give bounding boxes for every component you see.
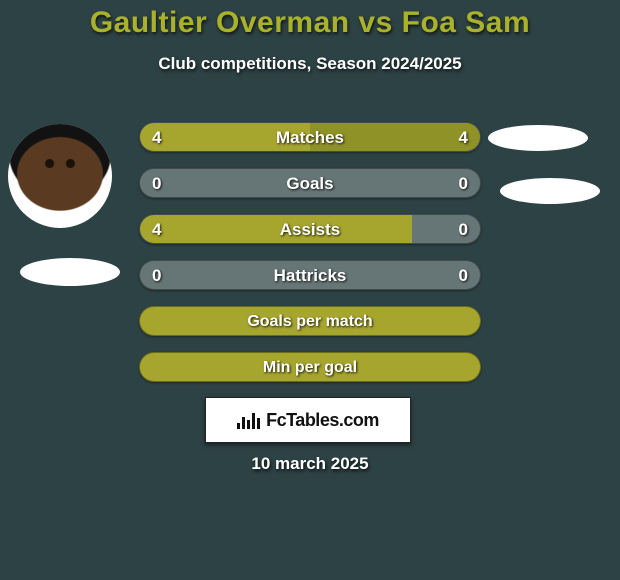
metric-row: 00Goals xyxy=(139,168,481,198)
player-left-name-ellipse xyxy=(20,258,120,286)
page-subtitle: Club competitions, Season 2024/2025 xyxy=(0,54,620,74)
player-left-avatar xyxy=(8,124,112,228)
branding-bars-icon xyxy=(237,411,260,429)
metric-row: Goals per match xyxy=(139,306,481,336)
metric-row: 40Assists xyxy=(139,214,481,244)
metric-row: 00Hattricks xyxy=(139,260,481,290)
metric-label: Hattricks xyxy=(140,261,480,290)
metric-label: Matches xyxy=(140,123,480,152)
player-right-name-ellipse xyxy=(500,178,600,204)
metric-label: Assists xyxy=(140,215,480,244)
metrics-container: 44Matches 00Goals 40Assists 00Hattricks Goal… xyxy=(139,122,481,398)
metric-row: 44Matches xyxy=(139,122,481,152)
metric-row: Min per goal xyxy=(139,352,481,382)
branding-badge: FcTables.com xyxy=(205,397,411,443)
metric-label: Min per goal xyxy=(140,353,480,382)
page-title: Gaultier Overman vs Foa Sam xyxy=(0,0,620,40)
metric-label: Goals per match xyxy=(140,307,480,336)
branding-text: FcTables.com xyxy=(266,410,379,431)
metric-label: Goals xyxy=(140,169,480,198)
infographic-date: 10 march 2025 xyxy=(0,454,620,474)
avatar-face-placeholder xyxy=(8,124,112,228)
player-right-avatar-ellipse xyxy=(488,125,588,151)
comparison-infographic: Gaultier Overman vs Foa Sam Club competi… xyxy=(0,0,620,580)
